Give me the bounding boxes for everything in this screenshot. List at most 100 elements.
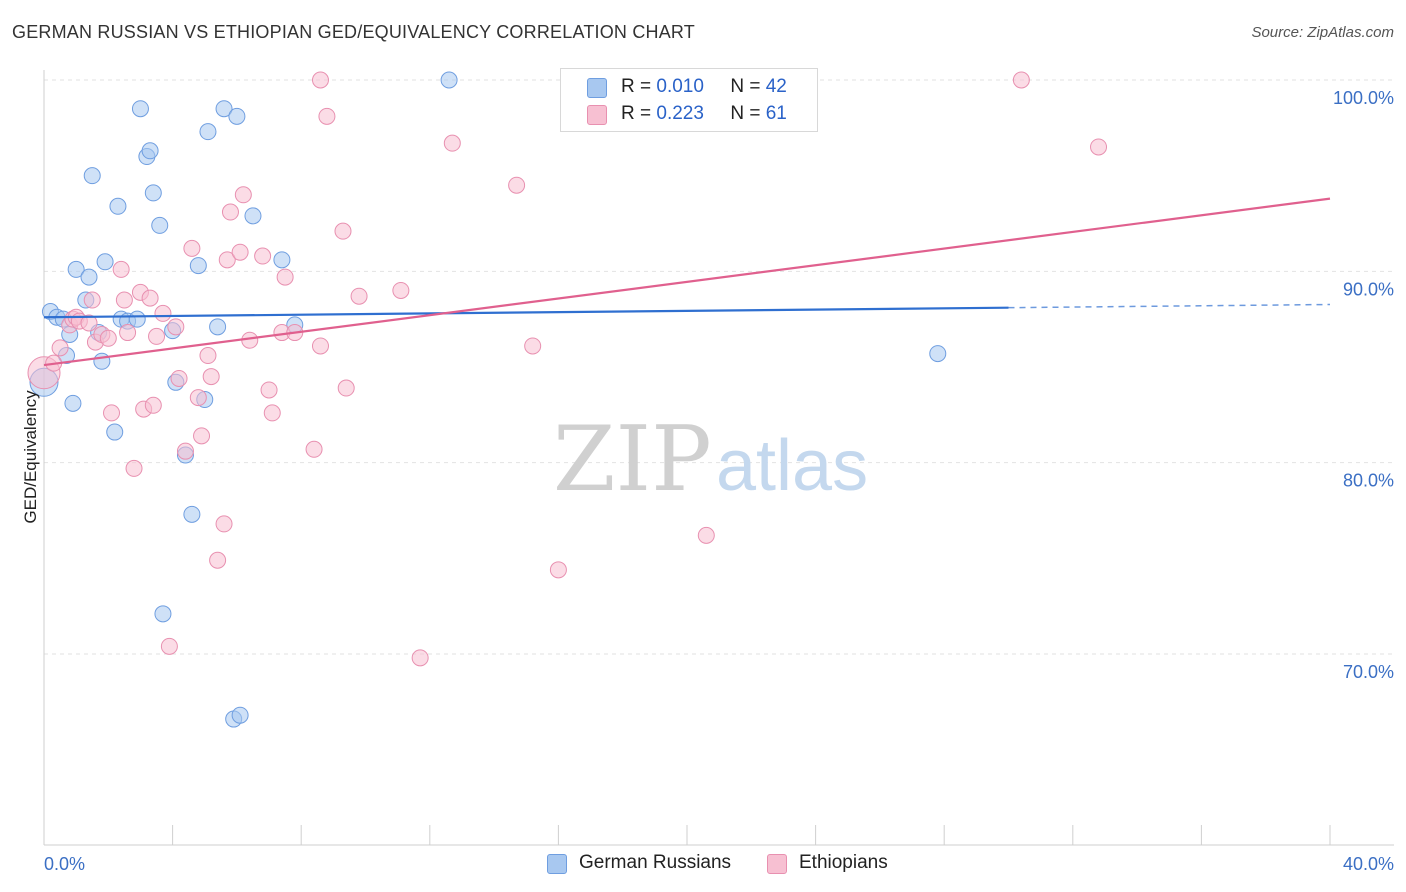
- point-german-russians: [209, 318, 227, 336]
- legend-n-label: N =: [730, 76, 761, 97]
- y-tick-label: 80.0%: [1343, 471, 1394, 491]
- point-ethiopians: [119, 324, 137, 342]
- legend-r-value: 0.010: [656, 76, 704, 97]
- point-ethiopians: [311, 337, 329, 355]
- trend-line-ethiopians: [43, 197, 1331, 367]
- point-ethiopians: [276, 268, 294, 286]
- point-german-russians: [144, 184, 162, 202]
- point-ethiopians: [350, 287, 368, 305]
- legend-swatch-ethiopians: [587, 105, 607, 125]
- point-ethiopians: [318, 107, 336, 125]
- point-german-russians: [64, 394, 82, 412]
- point-german-russians: [183, 505, 201, 523]
- bottom-legend-swatch-ethiopians: [767, 854, 787, 874]
- point-ethiopians: [144, 396, 162, 414]
- bottom-legend-swatch-german-russians: [547, 854, 567, 874]
- point-ethiopians: [263, 404, 281, 422]
- point-ethiopians: [392, 281, 410, 299]
- point-german-russians: [106, 423, 124, 441]
- legend-r-label: R =: [621, 103, 652, 124]
- point-german-russians: [151, 216, 169, 234]
- chart-source: Source: ZipAtlas.com: [1251, 24, 1394, 41]
- point-german-russians: [67, 260, 85, 278]
- point-ethiopians: [311, 71, 329, 89]
- point-german-russians: [141, 142, 159, 160]
- point-ethiopians: [183, 239, 201, 257]
- data-points: [27, 71, 1108, 728]
- point-german-russians: [231, 706, 249, 724]
- point-ethiopians: [83, 291, 101, 309]
- legend-n-value: 42: [765, 76, 787, 97]
- point-ethiopians: [202, 368, 220, 386]
- point-ethiopians: [189, 389, 207, 407]
- point-ethiopians: [125, 459, 143, 477]
- watermark-zip: ZIP: [553, 407, 712, 512]
- point-german-russians: [109, 197, 127, 215]
- point-ethiopians: [154, 304, 172, 322]
- point-ethiopians: [148, 327, 166, 345]
- point-ethiopians: [160, 637, 178, 655]
- stats-legend: R = 0.010 N = 42 R = 0.223 N = 61: [560, 68, 818, 132]
- point-german-russians: [244, 207, 262, 225]
- point-ethiopians: [337, 379, 355, 397]
- y-tick-label: 90.0%: [1343, 279, 1394, 299]
- point-ethiopians: [141, 289, 159, 307]
- point-german-russians: [228, 107, 246, 125]
- x-tick-label-min: 0.0%: [44, 854, 85, 874]
- point-german-russians: [215, 100, 233, 118]
- point-ethiopians: [234, 186, 252, 204]
- point-ethiopians: [103, 404, 121, 422]
- point-ethiopians: [411, 649, 429, 667]
- point-german-russians: [128, 310, 146, 328]
- legend-r-value: 0.223: [656, 103, 704, 124]
- point-ethiopians: [1090, 138, 1108, 156]
- point-german-russians: [96, 253, 114, 271]
- point-german-russians: [93, 352, 111, 370]
- y-tick-label: 100.0%: [1333, 88, 1394, 108]
- point-ethiopians: [260, 381, 278, 399]
- point-ethiopians: [215, 515, 233, 533]
- point-ethiopians: [508, 176, 526, 194]
- grid-lines: [44, 79, 1394, 655]
- point-german-russians: [273, 251, 291, 269]
- point-ethiopians: [443, 134, 461, 152]
- point-ethiopians: [221, 203, 239, 221]
- point-german-russians: [929, 345, 947, 363]
- point-ethiopians: [115, 291, 133, 309]
- chart-title: GERMAN RUSSIAN VS ETHIOPIAN GED/EQUIVALE…: [12, 22, 695, 42]
- y-axis-label: GED/Equivalency: [21, 390, 40, 524]
- point-ethiopians: [167, 318, 185, 336]
- y-tick-label: 70.0%: [1343, 662, 1394, 682]
- legend-n-value: 61: [765, 103, 787, 124]
- point-ethiopians: [697, 526, 715, 544]
- point-german-russians: [83, 167, 101, 185]
- axes: [43, 70, 1394, 846]
- legend-text-german-russians: R = 0.010 N = 42: [621, 76, 787, 98]
- bottom-legend-label-german-russians: German Russians: [579, 852, 732, 873]
- point-german-russians: [80, 268, 98, 286]
- legend-r-label: R =: [621, 76, 652, 97]
- point-ethiopians: [209, 551, 227, 569]
- trend-extension-german-russians: [1008, 303, 1331, 309]
- point-ethiopians: [170, 369, 188, 387]
- point-german-russians: [199, 123, 217, 141]
- point-ethiopians: [305, 440, 323, 458]
- bottom-legend-label-ethiopians: Ethiopians: [799, 852, 888, 873]
- point-ethiopians: [176, 442, 194, 460]
- point-ethiopians: [1012, 71, 1030, 89]
- y-tick-labels: 70.0% 80.0% 90.0% 100.0%: [1333, 88, 1394, 682]
- legend-swatch-german-russians: [587, 78, 607, 98]
- point-ethiopians: [524, 337, 542, 355]
- point-german-russians: [154, 605, 172, 623]
- legend-text-ethiopians: R = 0.223 N = 61: [621, 103, 797, 125]
- point-ethiopians: [99, 329, 117, 347]
- point-ethiopians: [80, 314, 98, 332]
- point-german-russians: [189, 257, 207, 275]
- point-ethiopians: [549, 561, 567, 579]
- point-ethiopians: [254, 247, 272, 265]
- x-tick-label-max: 40.0%: [1343, 854, 1394, 874]
- point-ethiopians: [199, 347, 217, 365]
- point-ethiopians: [218, 251, 236, 269]
- watermark-atlas: atlas: [716, 426, 868, 506]
